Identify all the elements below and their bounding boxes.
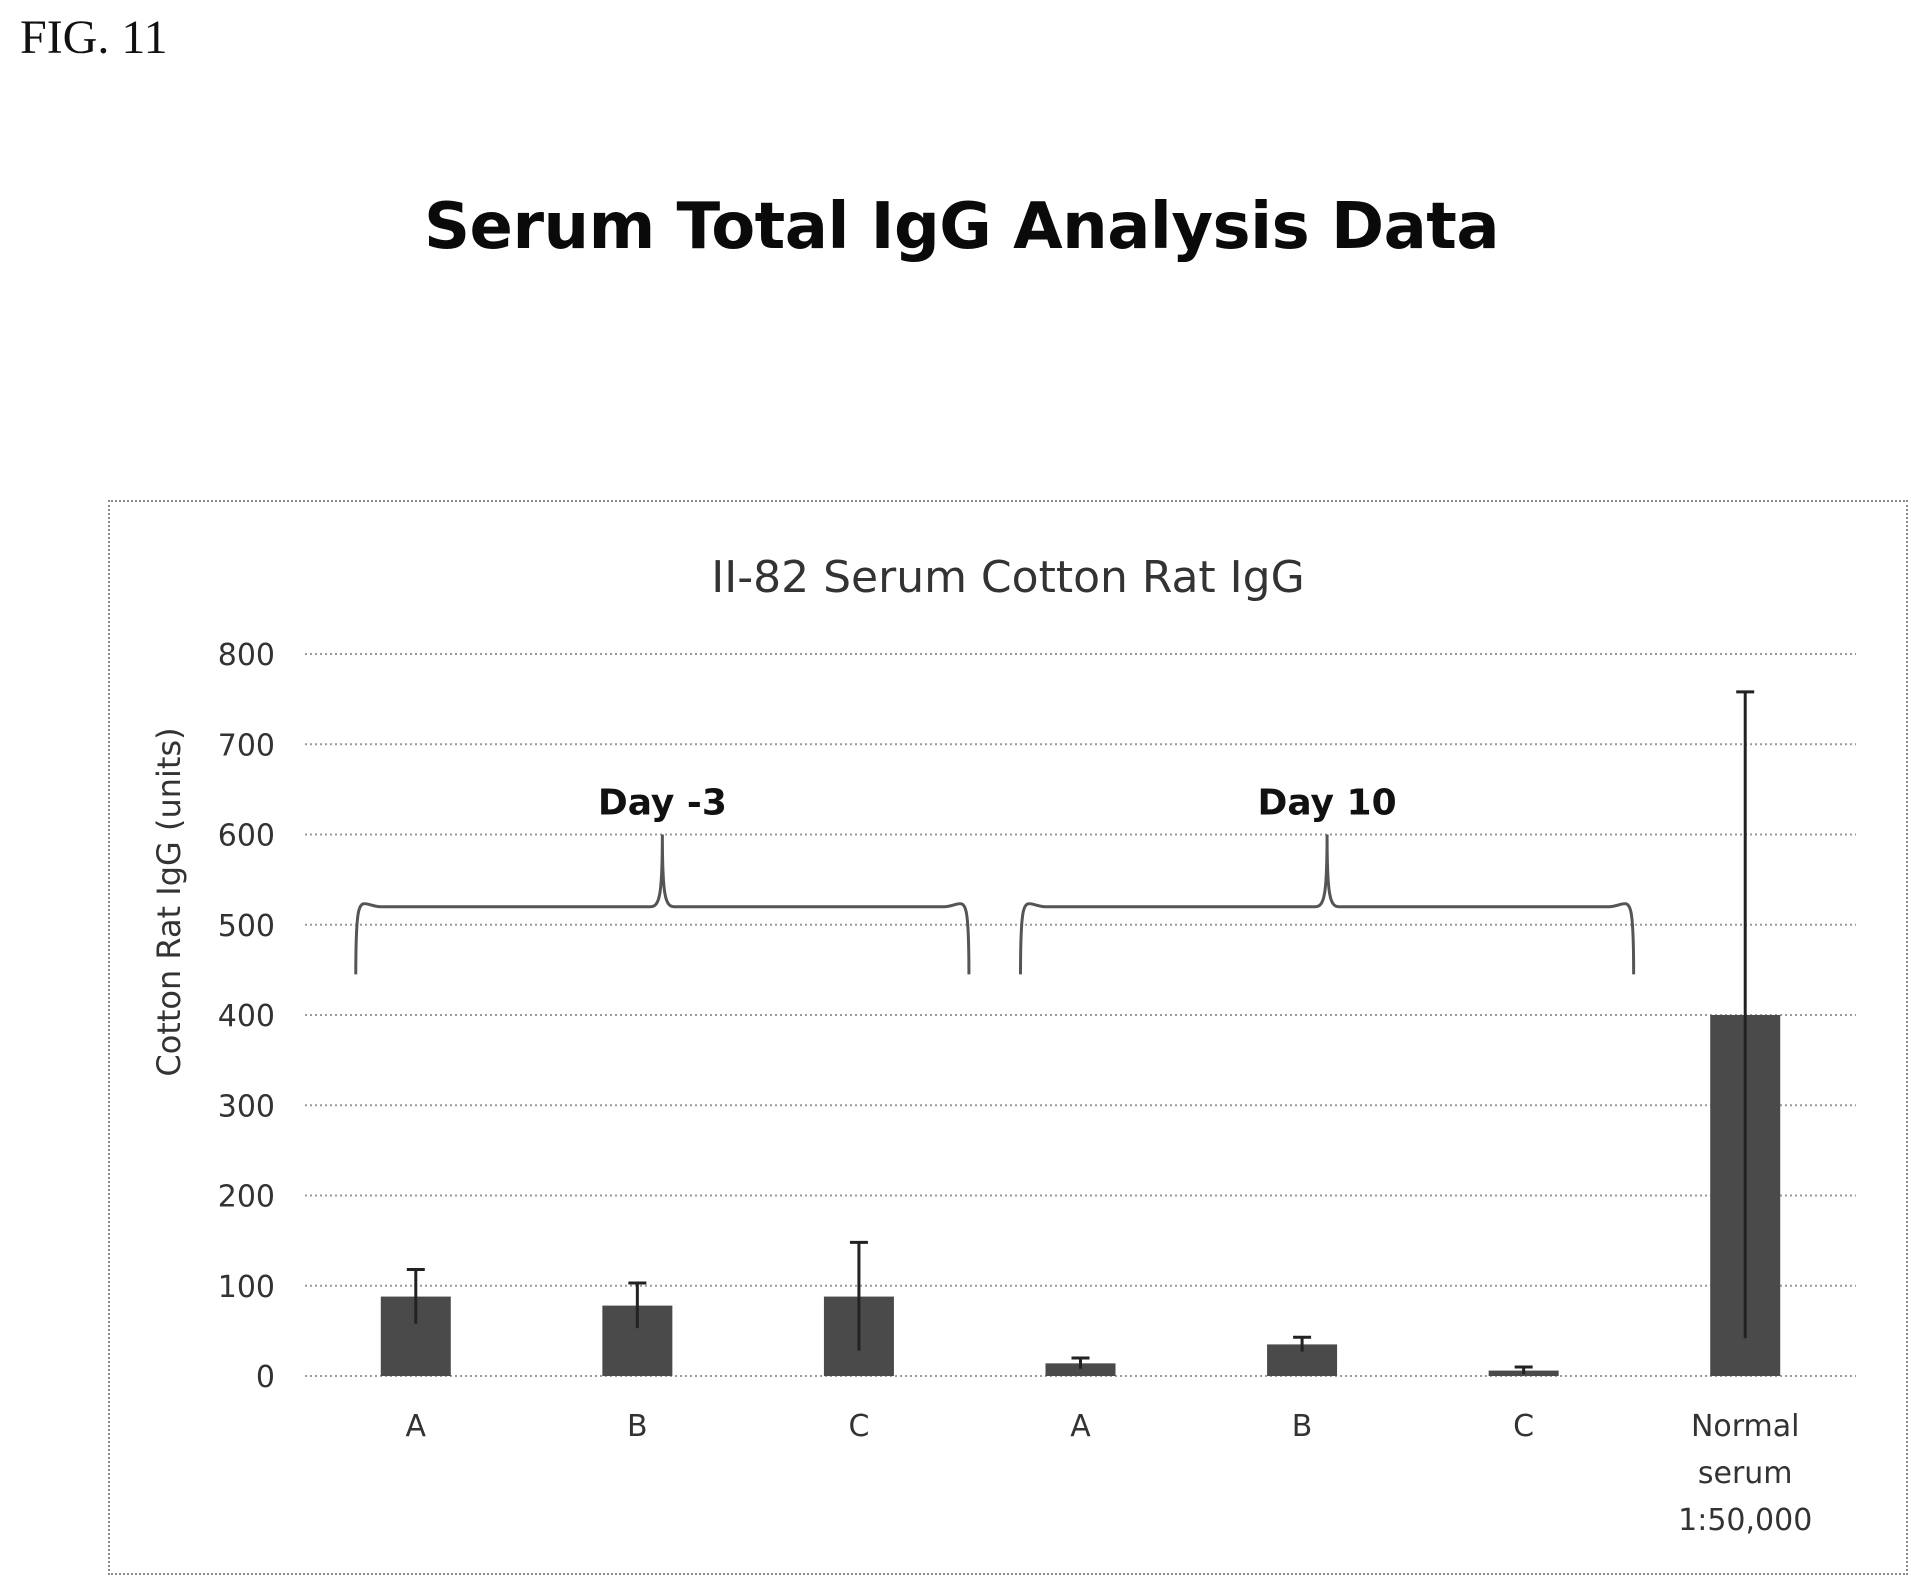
bar-layer [380,690,1781,1376]
chart-svg: II-82 Serum Cotton Rat IgG Cotton Rat Ig… [150,552,1856,1538]
y-tick-label: 600 [218,819,275,854]
x-tick-label-line: Normal [1691,1409,1800,1444]
page-heading: Serum Total IgG Analysis Data [423,190,1500,264]
y-tick-label: 200 [218,1180,275,1215]
group-brace [354,834,971,975]
y-axis-label: Cotton Rat IgG (units) [150,727,188,1076]
group-label: Day -3 [598,783,727,824]
x-tick-label-line: C [848,1409,869,1444]
x-tick-label-line: A [406,1409,427,1444]
x-tick-label-line: serum [1698,1456,1793,1491]
x-tick-label-line: C [1513,1409,1534,1444]
y-tick-label: 800 [218,638,275,673]
x-tick-label-line: B [1292,1409,1313,1444]
x-tick-label: A [406,1409,427,1444]
x-tick-label-line: 1:50,000 [1678,1503,1812,1538]
group-brace [1019,834,1636,975]
group-label: Day 10 [1257,783,1396,824]
y-tick-label: 0 [256,1360,275,1395]
y-tick-label: 300 [218,1089,275,1124]
x-tick-label: B [627,1409,648,1444]
y-tick-label: 100 [218,1270,275,1305]
chart-frame: II-82 Serum Cotton Rat IgG Cotton Rat Ig… [108,500,1908,1575]
bar [1045,1363,1116,1376]
y-tick-label: 400 [218,999,275,1034]
x-tick-label: Normal serum 1:50,000 [1678,1409,1812,1538]
x-tick-label: B [1292,1409,1313,1444]
figure-label: FIG. 11 [20,11,168,64]
x-tick-label: A [1070,1409,1091,1444]
category-label-layer: A B C A B C Normal serum 1:50,000 [406,1409,1813,1538]
group-brace-layer: Day -3 Day 10 [354,783,1636,975]
y-tick-label: 500 [218,909,275,944]
x-tick-label-line: B [627,1409,648,1444]
chart-title: II-82 Serum Cotton Rat IgG [711,552,1304,603]
x-tick-label: C [848,1409,869,1444]
x-tick-label: C [1513,1409,1534,1444]
x-tick-label-line: A [1070,1409,1091,1444]
y-tick-label: 700 [218,728,275,763]
grid-layer: 0 100 200 300 400 500 600 700 800 [218,638,1856,1395]
